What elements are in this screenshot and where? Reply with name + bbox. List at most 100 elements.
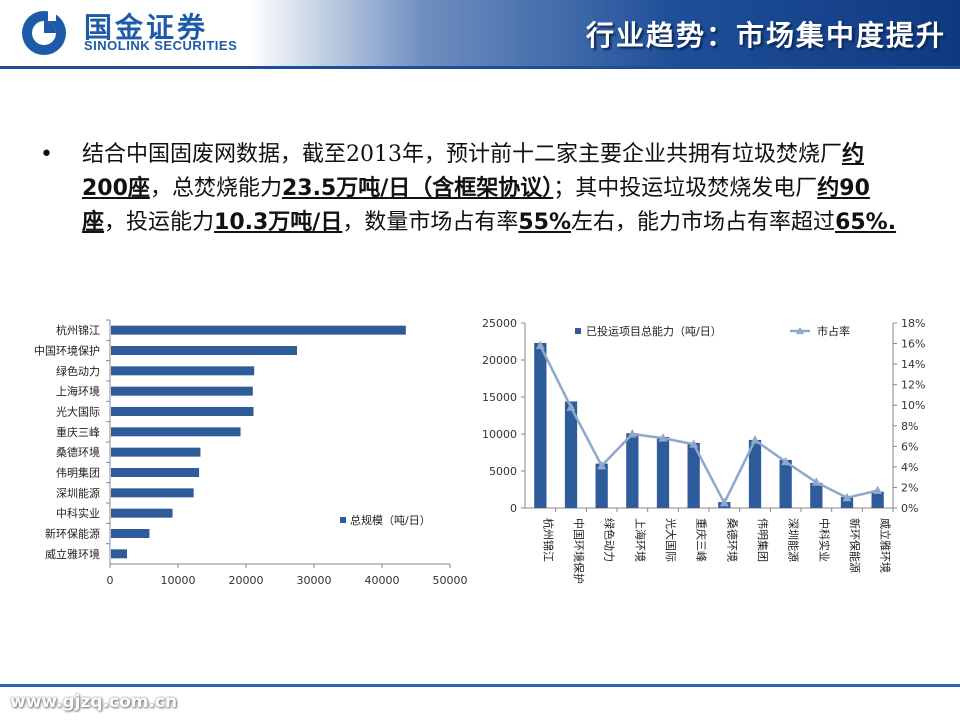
right-tick-label: 0% bbox=[901, 502, 918, 515]
category-label: 杭州锦江 bbox=[56, 323, 100, 337]
bullet-segment: ，总焚烧能力 bbox=[149, 176, 282, 201]
header-divider bbox=[0, 66, 960, 69]
legend-swatch bbox=[340, 517, 346, 523]
header-bar: 国金证券 SINOLINK SECURITIES 行业趋势：市场集中度提升 bbox=[0, 0, 960, 66]
share-point bbox=[842, 492, 852, 502]
legend-label: 总规模（吨/日） bbox=[350, 513, 431, 527]
sinolink-logo-icon bbox=[22, 11, 66, 55]
bar bbox=[111, 366, 255, 376]
category-label: 中科实业 bbox=[817, 518, 831, 562]
category-label: 绿色动力 bbox=[603, 518, 617, 562]
bar bbox=[564, 401, 578, 508]
bullet-highlight: 55% bbox=[518, 210, 572, 235]
share-point bbox=[811, 477, 821, 486]
share-point bbox=[535, 340, 545, 350]
x-tick-label: 10000 bbox=[161, 574, 196, 587]
bar bbox=[111, 346, 297, 355]
category-label: 杭州锦江 bbox=[541, 518, 555, 562]
bullet-segment: 左右，能力市场占有率超过 bbox=[571, 210, 836, 235]
category-label: 上海环境 bbox=[56, 384, 100, 398]
bar bbox=[840, 496, 854, 508]
footer-url[interactable]: www.gjzq.com.cn bbox=[10, 692, 178, 712]
left-tick-label: 15000 bbox=[482, 391, 517, 404]
bullet-highlight: 10.3万吨/日 bbox=[214, 210, 343, 235]
category-label: 中科实业 bbox=[56, 506, 100, 520]
share-point bbox=[566, 402, 576, 411]
bar bbox=[810, 482, 823, 508]
category-label: 伟明集团 bbox=[756, 518, 770, 562]
footer: www.gjzq.com.cn bbox=[0, 680, 960, 720]
share-line bbox=[539, 345, 878, 506]
category-label: 绿色动力 bbox=[56, 364, 100, 378]
legend-marker-line bbox=[796, 327, 804, 334]
bar bbox=[779, 459, 792, 508]
share-point bbox=[597, 460, 607, 470]
category-label: 新环保能源 bbox=[45, 527, 100, 541]
category-label: 威立雅环境 bbox=[45, 547, 100, 561]
left-tick-label: 10000 bbox=[482, 428, 517, 441]
category-label: 上海环境 bbox=[633, 518, 647, 562]
left-tick-label: 20000 bbox=[482, 354, 517, 367]
left-tick-label: 25000 bbox=[482, 317, 517, 330]
bullet-segment: 结合中国固废网数据，截至2013年，预计前十二家主要企业共拥有垃圾焚烧厂 bbox=[82, 142, 842, 167]
category-label: 中国环境保护 bbox=[572, 518, 586, 584]
bar bbox=[111, 468, 200, 477]
right-tick-label: 10% bbox=[901, 399, 925, 412]
category-label: 桑德环境 bbox=[725, 518, 739, 562]
category-label: 新环保能源 bbox=[848, 518, 862, 573]
right-tick-label: 8% bbox=[901, 420, 918, 433]
left-tick-label: 0 bbox=[510, 502, 517, 515]
right-tick-label: 4% bbox=[901, 461, 918, 474]
share-point bbox=[719, 497, 729, 507]
x-tick-label: 50000 bbox=[433, 574, 468, 587]
right-tick-label: 16% bbox=[901, 338, 925, 351]
right-tick-label: 18% bbox=[901, 317, 925, 330]
share-point bbox=[873, 485, 883, 495]
bar bbox=[111, 508, 173, 518]
bullet-segment: ；其中投运垃圾焚烧发电厂 bbox=[553, 176, 818, 201]
bar bbox=[111, 386, 253, 396]
x-tick-label: 20000 bbox=[229, 574, 264, 587]
bar bbox=[534, 342, 547, 508]
category-label: 光大国际 bbox=[56, 405, 100, 419]
category-label: 深圳能源 bbox=[56, 486, 100, 500]
category-label: 光大国际 bbox=[664, 518, 678, 562]
legend-swatch-bar bbox=[575, 328, 581, 334]
bullet-highlight: 约90座 bbox=[82, 176, 870, 235]
legend-label-bar: 已投运项目总能力（吨/日） bbox=[586, 324, 722, 338]
right-tick-label: 12% bbox=[901, 379, 925, 392]
x-tick-label: 30000 bbox=[297, 574, 332, 587]
bar bbox=[111, 447, 201, 457]
bar bbox=[871, 491, 884, 508]
footer-divider bbox=[0, 684, 960, 687]
bullet-highlight: 约200座 bbox=[82, 142, 865, 201]
right-tick-label: 2% bbox=[901, 481, 918, 494]
bar bbox=[111, 407, 254, 416]
share-point bbox=[689, 439, 699, 448]
bar bbox=[111, 529, 150, 538]
share-point bbox=[781, 456, 791, 466]
bullet-segment: ，投运能力 bbox=[104, 210, 215, 235]
bullet-segment: ，数量市场占有率 bbox=[342, 210, 519, 235]
bar bbox=[748, 439, 762, 508]
bar bbox=[111, 325, 406, 335]
logo-chinese-name: 国金证券 bbox=[84, 11, 209, 44]
category-label: 重庆三峰 bbox=[695, 518, 709, 562]
bullet-point: • 结合中国固废网数据，截至2013年，预计前十二家主要企业共拥有垃圾焚烧厂约2… bbox=[40, 138, 900, 240]
legend-label-line: 市占率 bbox=[817, 324, 850, 338]
bar bbox=[687, 442, 700, 508]
right-tick-label: 6% bbox=[901, 440, 918, 453]
bullet-text: 结合中国固废网数据，截至2013年，预计前十二家主要企业共拥有垃圾焚烧厂约200… bbox=[82, 138, 900, 240]
bar bbox=[111, 488, 194, 498]
category-label: 重庆三峰 bbox=[56, 425, 100, 439]
right-tick-label: 14% bbox=[901, 358, 925, 371]
bar bbox=[111, 549, 127, 559]
bullet-highlight: 65%. bbox=[835, 210, 897, 235]
share-point bbox=[627, 429, 637, 438]
slide-title: 行业趋势：市场集中度提升 bbox=[585, 19, 946, 52]
category-label: 中国环境保护 bbox=[34, 344, 100, 358]
bullet-dot-icon: • bbox=[40, 142, 53, 167]
share-point bbox=[750, 435, 760, 444]
bar bbox=[595, 463, 608, 508]
bar-line-combo-chart: 0 5000 10000 15000 20000 25000 0% 2% 4% 6% 8% 10% 12… bbox=[482, 317, 925, 584]
